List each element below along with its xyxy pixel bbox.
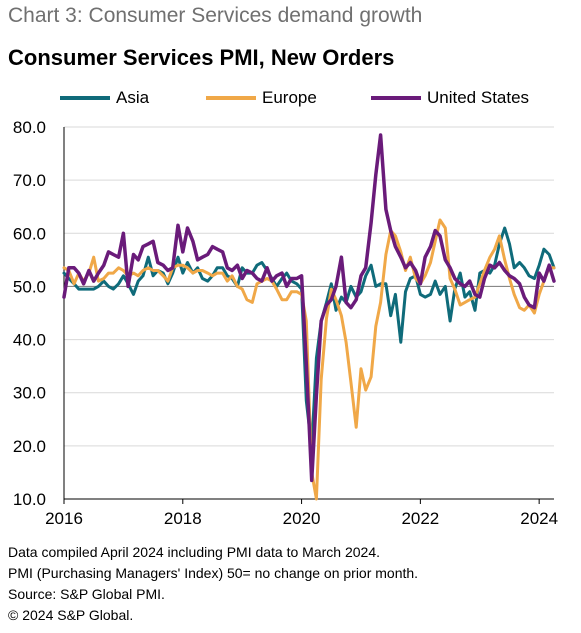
- y-tick-label: 60.0: [13, 224, 46, 243]
- x-tick-label: 2020: [283, 509, 321, 528]
- y-tick-label: 30.0: [13, 384, 46, 403]
- x-tick-label: 2018: [164, 509, 202, 528]
- x-tick-label: 2016: [45, 509, 83, 528]
- legend-item-europe: Europe: [206, 88, 317, 108]
- footnote-source: Source: S&P Global PMI.: [8, 586, 165, 602]
- series-lines: [62, 133, 556, 501]
- y-tick-label: 70.0: [13, 171, 46, 190]
- legend-swatch-asia: [60, 96, 110, 100]
- footnote-pmi-definition: PMI (Purchasing Managers' Index) 50= no …: [8, 565, 419, 581]
- footnote-copyright: © 2024 S&P Global.: [8, 607, 134, 623]
- y-tick-label: 10.0: [13, 490, 46, 509]
- x-tick-labels: 2016 2018 2020 2022 2024: [45, 509, 558, 528]
- x-tick-label: 2024: [520, 509, 558, 528]
- footnotes: Data compiled April 2024 including PMI d…: [8, 542, 418, 626]
- chart-number: Chart 3: Consumer Services demand growth: [8, 4, 423, 27]
- y-tick-label: 80.0: [13, 118, 46, 137]
- legend-item-asia: Asia: [60, 88, 149, 108]
- legend-label-united-states: United States: [427, 88, 530, 107]
- series-line-united-states: [62, 133, 556, 483]
- line-chart: 10.020.030.040.050.060.070.080.0 2016 201…: [13, 118, 558, 528]
- y-tick-label: 20.0: [13, 437, 46, 456]
- y-tick-label: 50.0: [13, 277, 46, 296]
- y-tick-labels: 10.0 20.0 30.0 40.0 50.0 60.0 70.0 80.0: [13, 118, 46, 509]
- y-tick-label: 40.0: [13, 331, 46, 350]
- legend-swatch-united-states: [371, 96, 421, 100]
- legend-swatch-europe: [206, 96, 256, 100]
- legend-label-europe: Europe: [262, 88, 317, 107]
- chart-title: Consumer Services PMI, New Orders: [8, 45, 395, 70]
- legend-label-asia: Asia: [116, 88, 150, 107]
- legend-item-united-states: United States: [371, 88, 529, 108]
- legend: Asia Europe United States: [60, 88, 571, 110]
- gridlines: [64, 126, 554, 447]
- x-tick-label: 2022: [401, 509, 439, 528]
- footnote-data-compiled: Data compiled April 2024 including PMI d…: [8, 544, 380, 560]
